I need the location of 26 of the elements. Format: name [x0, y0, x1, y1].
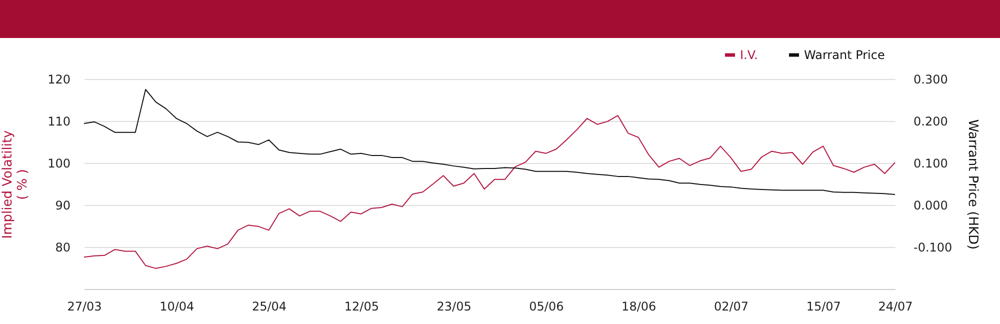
y-tick-label: 110: [48, 114, 70, 128]
x-tick-label: 12/05: [344, 300, 379, 314]
y2-axis-title: Warrant Price (HKD): [965, 119, 980, 250]
line-series: [84, 89, 896, 195]
y-tick-label: 90: [55, 198, 70, 212]
x-tick-label: 27/03: [67, 300, 102, 314]
x-tick-label: 10/04: [160, 300, 194, 314]
legend-label: I.V.: [740, 48, 758, 62]
y2-tick-label: 0.300: [914, 72, 948, 86]
y-tick-label: 100: [48, 156, 70, 170]
x-tick-label: 24/07: [878, 300, 913, 314]
y2-tick-label: 0.000: [914, 198, 948, 212]
x-tick-label: 25/04: [252, 300, 287, 314]
x-tick-label: 18/06: [622, 300, 656, 314]
y2-tick-label: -0.100: [914, 240, 952, 254]
y2-tick-label: 0.200: [914, 114, 948, 128]
y-tick-label: 80: [55, 240, 70, 254]
x-tick-label: 02/07: [714, 300, 749, 314]
y-axis-title: Implied Volatility ( % ): [0, 130, 31, 239]
x-tick-label: 23/05: [436, 300, 472, 314]
line-series: [84, 115, 896, 269]
legend-label: Warrant Price: [804, 48, 885, 62]
y2-tick-label: 0.100: [914, 156, 948, 170]
y-tick-label: 120: [48, 72, 70, 86]
x-tick-label: 15/07: [806, 300, 841, 314]
x-tick-label: 05/06: [529, 300, 564, 314]
